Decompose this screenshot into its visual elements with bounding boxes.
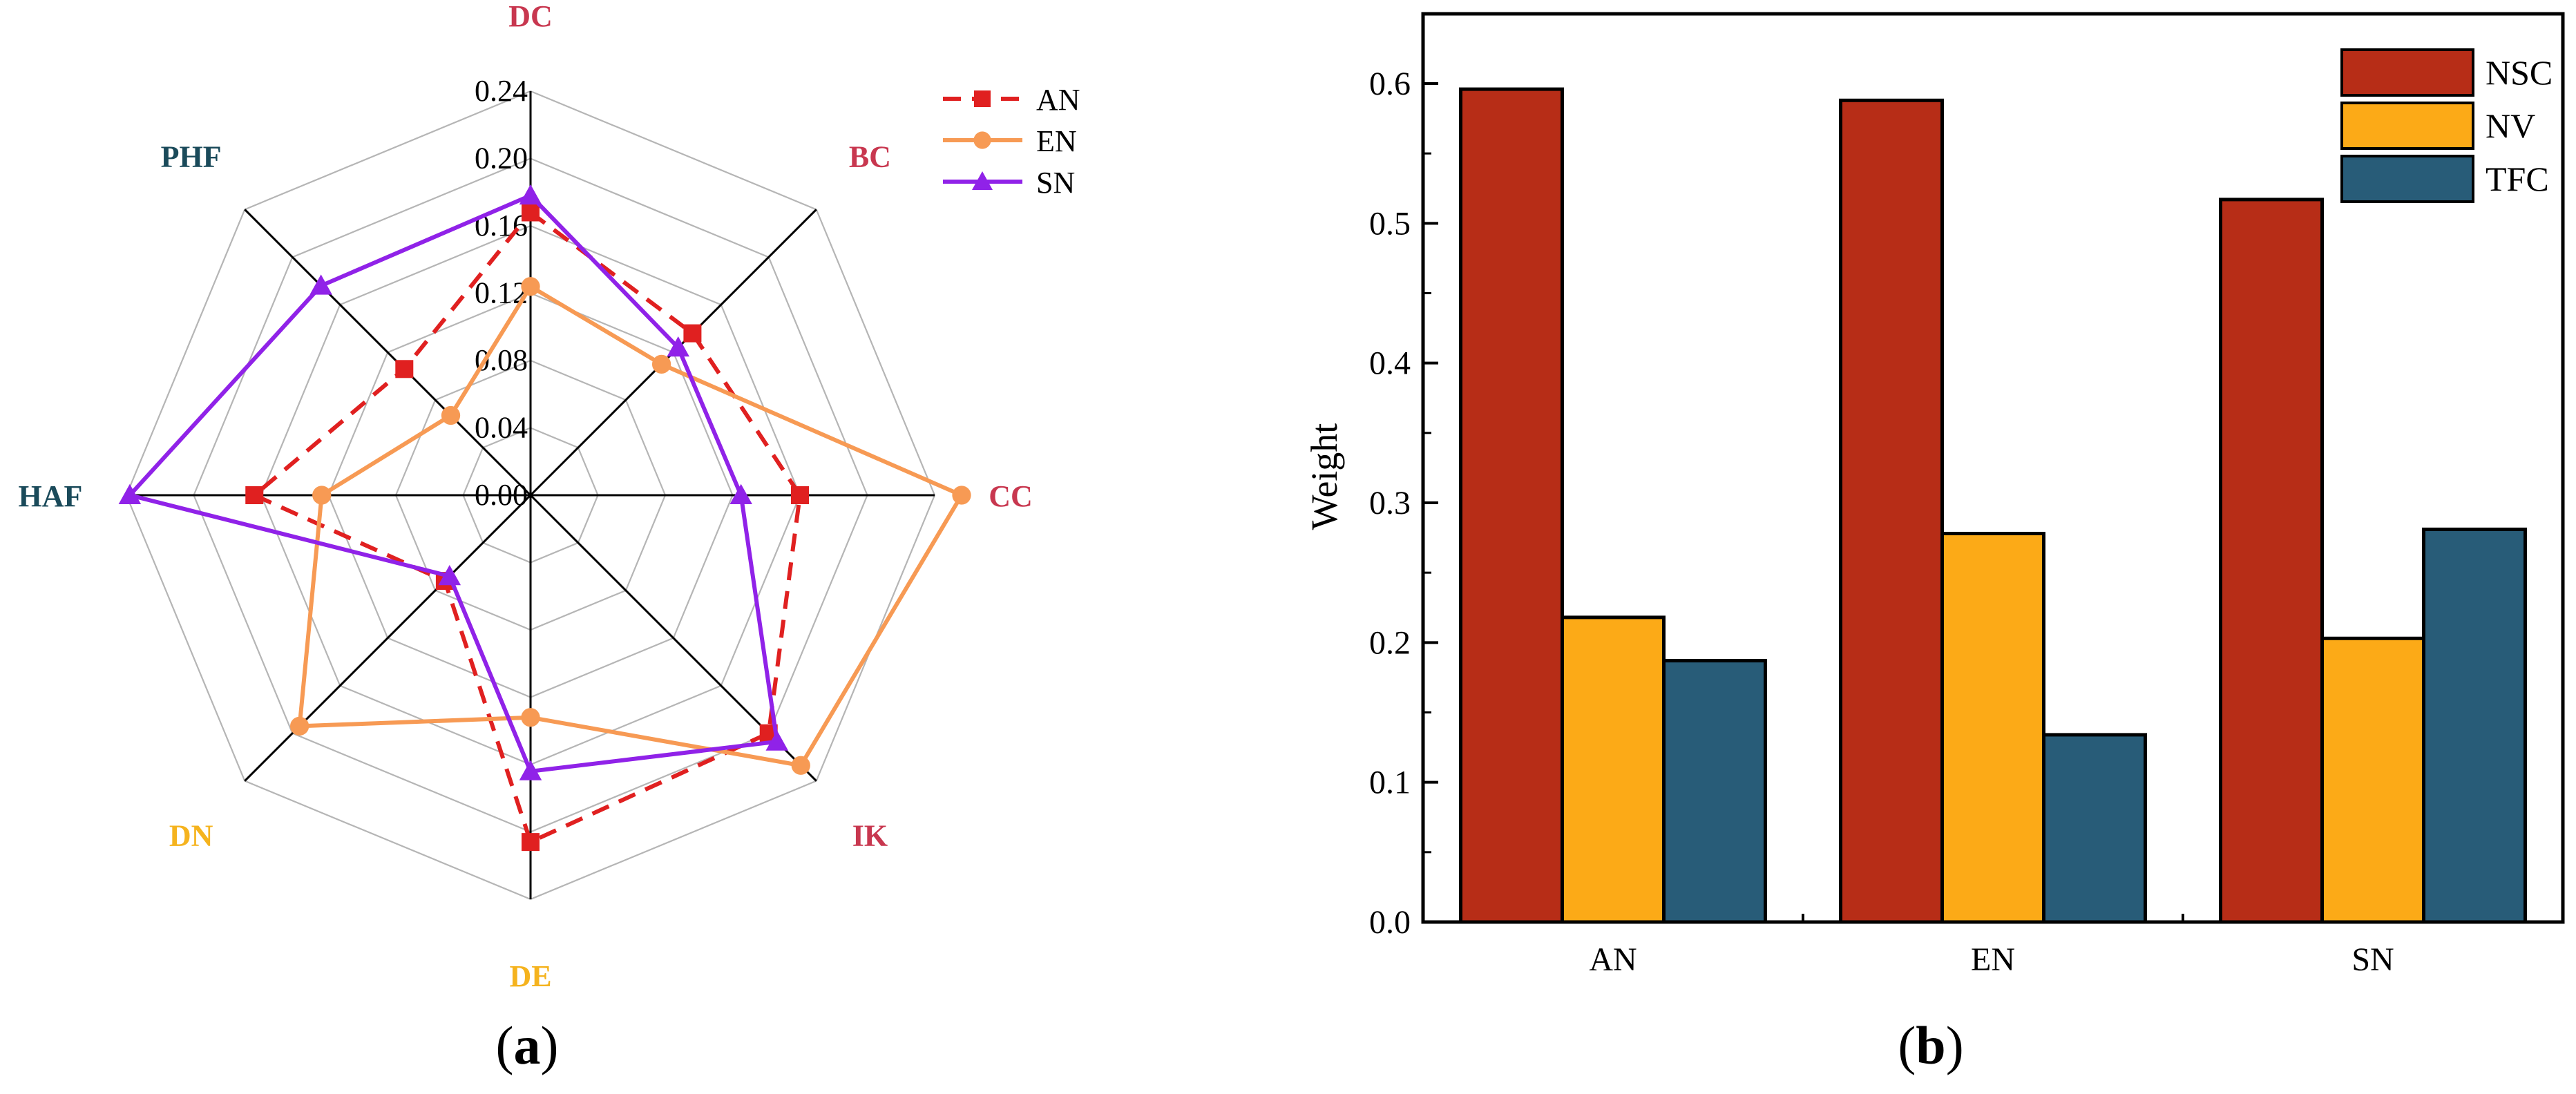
radar-axis-labels: DC BC CC IK DE DN HAF PHF — [19, 0, 1033, 993]
radar-point-en-ik — [791, 756, 810, 775]
radar-legend-label: SN — [1036, 166, 1075, 200]
panel-label-letter: a — [514, 1015, 541, 1075]
radar-legend-item-en: EN — [943, 124, 1077, 158]
radar-point-sn-de — [519, 760, 542, 780]
bar-an-nv — [1561, 615, 1666, 924]
radar-point-sn-dc — [519, 184, 542, 205]
radar-tick-label: 0.20 — [475, 142, 528, 175]
radar-point-an-bc — [683, 324, 702, 343]
radar-spoke-dn — [244, 494, 532, 782]
bar-sn-nv — [2320, 636, 2425, 924]
bar-en-tfc — [2042, 733, 2147, 924]
radar-series-en — [289, 277, 971, 775]
radar-axis-label-ik: IK — [852, 818, 888, 852]
radar-point-an-haf — [245, 486, 264, 504]
radar-axis-label-bc: BC — [849, 140, 891, 174]
radar-legend-item-sn: SN — [943, 166, 1075, 200]
radar-axis-label-phf: PHF — [161, 140, 222, 174]
bar-an-tfc — [1662, 659, 1767, 924]
bar-x-tick-label-sn: SN — [2351, 941, 2394, 978]
panel-label-paren-open: ( — [496, 1015, 514, 1075]
radar-axis-label-haf: HAF — [19, 479, 83, 513]
bar-legend-swatch — [2340, 155, 2474, 203]
radar-point-sn-haf — [118, 483, 142, 504]
bar-en-nv — [1940, 532, 2045, 924]
radar-point-en-dc — [521, 277, 540, 296]
radar-point-en-phf — [441, 405, 461, 425]
bar-legend-item-nsc: NSC — [2340, 48, 2553, 97]
radar-tick-label: 0.04 — [475, 411, 528, 445]
radar-axis-label-cc: CC — [989, 479, 1033, 513]
bar-chart: 0.0 0.1 0.2 0.3 0.4 0.5 0.6 AN EN SN NSC NV TFC We… — [1304, 12, 2565, 1075]
bar-sn-nsc — [2219, 198, 2324, 924]
panel-label-b: (b) — [1898, 1015, 1963, 1075]
panel-label-paren-close: ) — [1946, 1015, 1964, 1075]
bar-legend-label: NV — [2486, 106, 2535, 145]
bar-y-tick-label: 0.2 — [1369, 624, 1411, 661]
bar-x-axis: AN EN SN — [1589, 912, 2394, 978]
panel-label-a: (a) — [496, 1015, 559, 1075]
bar-legend-swatch — [2340, 102, 2474, 150]
radar-legend-label: AN — [1036, 83, 1080, 117]
radar-axis-label-de: DE — [509, 959, 551, 993]
bar-y-axis-label: Weight — [1304, 423, 1345, 530]
radar-point-sn-dn — [438, 564, 461, 586]
radar-point-en-cc — [952, 486, 971, 505]
radar-point-sn-cc — [729, 483, 752, 504]
bar-legend-label: TFC — [2486, 160, 2549, 198]
bar-legend-item-nv: NV — [2340, 102, 2535, 150]
radar-tick-label: 0.00 — [475, 478, 528, 512]
radar-axis-label-dc: DC — [508, 0, 553, 33]
bar-y-tick-label: 0.1 — [1369, 765, 1411, 801]
panel-label-paren-close: ) — [541, 1015, 559, 1075]
radar-legend: AN EN SN — [943, 83, 1080, 200]
bar-legend-item-tfc: TFC — [2340, 155, 2549, 203]
radar-legend-marker — [973, 131, 991, 149]
radar-series-line-en — [297, 284, 964, 768]
bar-legend-label: NSC — [2486, 53, 2553, 92]
bar-an-nsc — [1459, 87, 1564, 924]
radar-point-en-haf — [312, 486, 332, 505]
bar-legend-swatch — [2340, 48, 2474, 97]
radar-point-en-bc — [651, 354, 671, 374]
radar-point-an-de — [522, 833, 540, 852]
radar-point-an-cc — [791, 486, 809, 504]
radar-tick-label: 0.24 — [475, 74, 528, 108]
radar-series-sn — [118, 184, 789, 780]
bar-y-tick-label: 0.4 — [1369, 345, 1411, 382]
radar-tick-label: 0.16 — [475, 209, 528, 242]
radar-series — [118, 184, 971, 852]
bar-y-axis: 0.0 0.1 0.2 0.3 0.4 0.5 0.6 — [1369, 66, 1438, 941]
bar-y-tick-label: 0.0 — [1369, 904, 1411, 941]
bar-sn-tfc — [2422, 527, 2527, 924]
radar-point-sn-ik — [765, 730, 789, 751]
radar-series-line-sn — [127, 193, 779, 774]
radar-legend-label: EN — [1036, 124, 1077, 158]
radar-series-line-an — [252, 210, 802, 845]
bar-x-tick-label-en: EN — [1971, 941, 2015, 978]
radar-spoke-phf — [244, 209, 532, 497]
radar-axis-label-dn: DN — [169, 818, 213, 852]
bar-series — [1459, 87, 2527, 924]
bar-y-tick-label: 0.6 — [1369, 66, 1411, 102]
radar-legend-item-an: AN — [943, 83, 1080, 117]
bar-x-tick-label-an: AN — [1589, 941, 1637, 978]
radar-point-an-dc — [522, 203, 540, 222]
radar-point-en-dn — [289, 716, 309, 736]
radar-legend-marker — [974, 90, 991, 107]
bar-y-tick-label: 0.5 — [1369, 205, 1411, 242]
radar-legend-marker — [972, 171, 993, 190]
panel-label-letter: b — [1916, 1015, 1945, 1075]
radar-chart: 0.000.040.080.120.160.200.24 DCBCCCIKDED… — [19, 0, 1080, 1075]
radar-point-an-phf — [395, 360, 414, 378]
bar-y-tick-label: 0.3 — [1369, 485, 1411, 521]
radar-point-sn-phf — [309, 274, 332, 295]
bar-legend: NSC NV TFC — [2340, 48, 2553, 203]
bar-en-nsc — [1839, 98, 1944, 924]
radar-point-sn-bc — [667, 336, 689, 357]
panel-label-paren-open: ( — [1898, 1015, 1916, 1075]
radar-point-en-de — [521, 708, 540, 727]
